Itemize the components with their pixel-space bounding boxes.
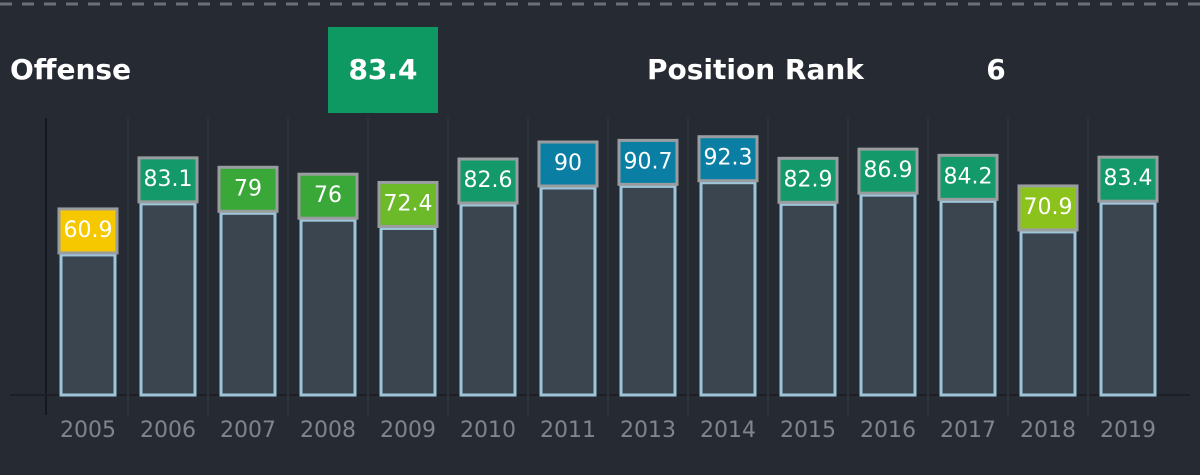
value-label: 82.9 bbox=[784, 167, 833, 192]
value-box bbox=[457, 157, 519, 205]
value-box bbox=[937, 153, 999, 201]
x-tick-label: 2009 bbox=[380, 418, 436, 443]
bar bbox=[859, 193, 917, 397]
value-box bbox=[217, 165, 279, 213]
value-box bbox=[1017, 184, 1079, 232]
x-tick-label: 2006 bbox=[140, 418, 196, 443]
value-box bbox=[697, 135, 759, 183]
bar bbox=[379, 226, 437, 397]
bar bbox=[219, 211, 277, 397]
bar bbox=[619, 184, 677, 397]
x-tick-label: 2013 bbox=[620, 418, 676, 443]
rank-value: 6 bbox=[986, 53, 1005, 86]
value-box bbox=[617, 138, 679, 186]
bar bbox=[299, 218, 357, 397]
value-label: 90.7 bbox=[624, 149, 673, 174]
value-box bbox=[137, 156, 199, 204]
x-tick-label: 2017 bbox=[940, 418, 996, 443]
value-box bbox=[1097, 155, 1159, 203]
bar bbox=[939, 199, 997, 397]
x-tick-label: 2011 bbox=[540, 418, 596, 443]
bar bbox=[59, 253, 117, 397]
bar bbox=[459, 203, 517, 397]
value-label: 72.4 bbox=[384, 191, 433, 216]
value-label: 84.2 bbox=[944, 164, 993, 189]
value-box bbox=[857, 147, 919, 195]
bar bbox=[1019, 230, 1077, 397]
x-tick-label: 2015 bbox=[780, 418, 836, 443]
value-label: 86.9 bbox=[864, 158, 913, 183]
rank-label: Position Rank bbox=[647, 53, 865, 86]
value-box bbox=[537, 140, 599, 188]
x-tick-label: 2016 bbox=[860, 418, 916, 443]
value-box bbox=[377, 180, 439, 228]
value-label: 79 bbox=[234, 176, 262, 201]
x-tick-label: 2010 bbox=[460, 418, 516, 443]
x-tick-label: 2007 bbox=[220, 418, 276, 443]
x-tick-label: 2014 bbox=[700, 418, 756, 443]
bar bbox=[1099, 201, 1157, 397]
value-label: 82.6 bbox=[464, 168, 513, 193]
value-box bbox=[777, 156, 839, 204]
bar bbox=[699, 181, 757, 397]
value-box bbox=[297, 172, 359, 220]
x-tick-label: 2018 bbox=[1020, 418, 1076, 443]
value-label: 70.9 bbox=[1024, 195, 1073, 220]
x-tick-label: 2019 bbox=[1100, 418, 1156, 443]
value-label: 83.4 bbox=[1104, 166, 1153, 191]
bar bbox=[779, 202, 837, 397]
grade-box bbox=[328, 27, 438, 113]
value-box bbox=[57, 207, 119, 255]
overall-grade: 83.4 bbox=[348, 53, 417, 86]
x-tick-label: 2008 bbox=[300, 418, 356, 443]
bar bbox=[539, 186, 597, 397]
value-label: 76 bbox=[314, 183, 342, 208]
value-label: 90 bbox=[554, 151, 582, 176]
value-label: 92.3 bbox=[704, 146, 753, 171]
value-label: 60.9 bbox=[64, 218, 113, 243]
section-title: Offense bbox=[10, 53, 131, 86]
bar bbox=[139, 202, 197, 397]
x-tick-label: 2005 bbox=[60, 418, 116, 443]
value-label: 83.1 bbox=[144, 167, 193, 192]
